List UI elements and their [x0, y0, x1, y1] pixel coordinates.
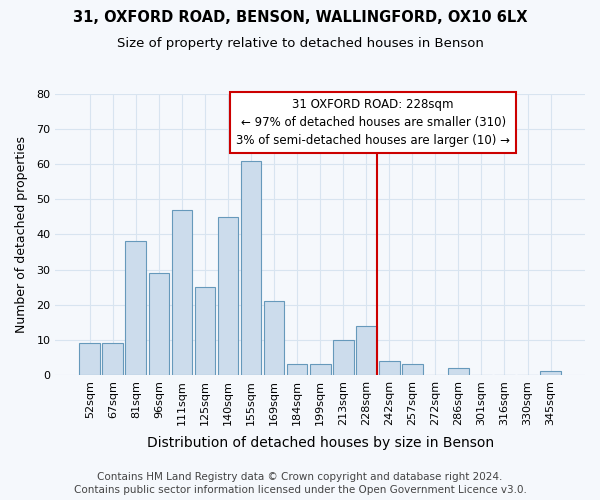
- Bar: [79, 344, 100, 375]
- Bar: [218, 217, 238, 375]
- X-axis label: Distribution of detached houses by size in Benson: Distribution of detached houses by size …: [146, 436, 494, 450]
- Bar: [241, 160, 262, 375]
- Bar: [356, 326, 377, 375]
- Text: Contains HM Land Registry data © Crown copyright and database right 2024.
Contai: Contains HM Land Registry data © Crown c…: [74, 472, 526, 495]
- Bar: [333, 340, 353, 375]
- Bar: [194, 287, 215, 375]
- Text: Size of property relative to detached houses in Benson: Size of property relative to detached ho…: [116, 38, 484, 51]
- Bar: [149, 273, 169, 375]
- Bar: [287, 364, 307, 375]
- Bar: [379, 361, 400, 375]
- Text: 31 OXFORD ROAD: 228sqm
← 97% of detached houses are smaller (310)
3% of semi-det: 31 OXFORD ROAD: 228sqm ← 97% of detached…: [236, 98, 510, 147]
- Y-axis label: Number of detached properties: Number of detached properties: [15, 136, 28, 333]
- Bar: [172, 210, 192, 375]
- Bar: [264, 301, 284, 375]
- Bar: [402, 364, 422, 375]
- Bar: [103, 344, 123, 375]
- Bar: [310, 364, 331, 375]
- Bar: [125, 242, 146, 375]
- Bar: [448, 368, 469, 375]
- Text: 31, OXFORD ROAD, BENSON, WALLINGFORD, OX10 6LX: 31, OXFORD ROAD, BENSON, WALLINGFORD, OX…: [73, 10, 527, 25]
- Bar: [540, 372, 561, 375]
